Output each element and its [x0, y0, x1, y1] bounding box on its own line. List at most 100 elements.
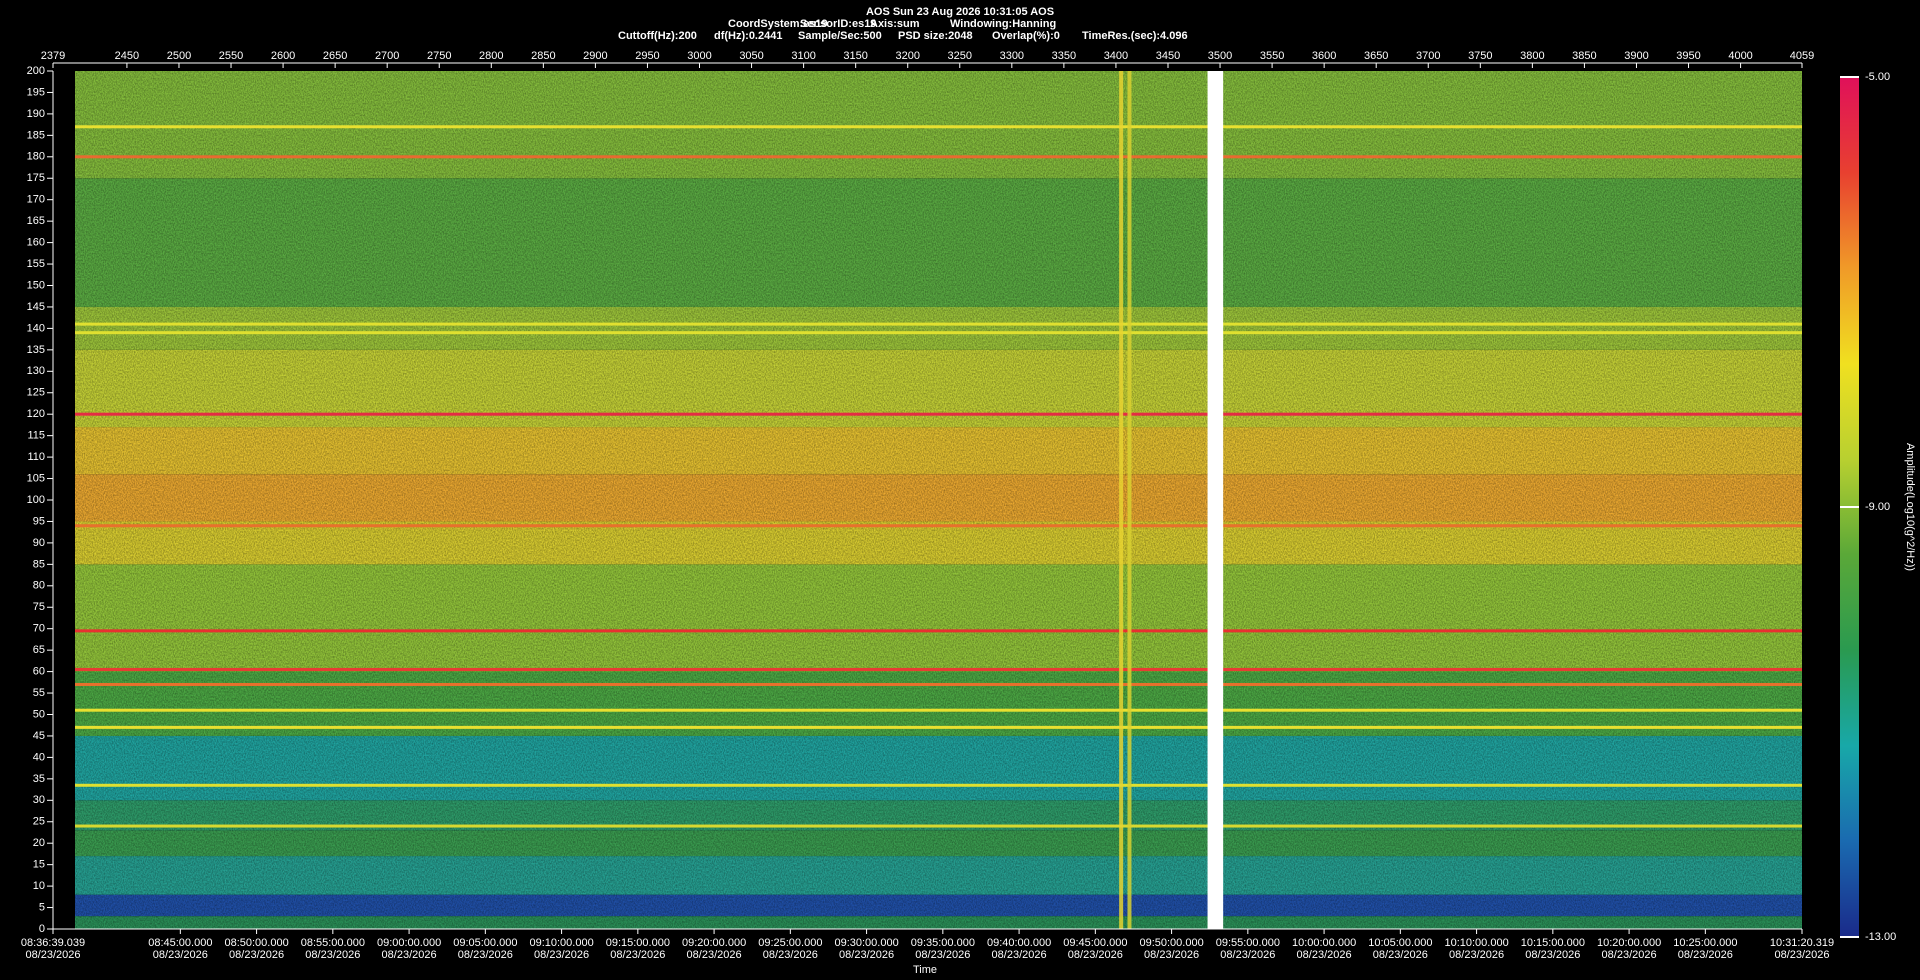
y-tick-label: 55	[33, 687, 45, 699]
x-tick-label: 3350	[1052, 50, 1076, 62]
y-tick-label: 145	[27, 301, 45, 313]
y-tick-label: 140	[27, 322, 45, 334]
x-tick-label: 2850	[531, 50, 555, 62]
y-tick-label: 105	[27, 472, 45, 484]
time-tick-date: 08/23/2026	[763, 949, 818, 961]
time-tick-label: 09:35:00.000	[911, 937, 975, 949]
time-tick-date: 08/23/2026	[1449, 949, 1504, 961]
y-tick-label: 5	[39, 901, 45, 913]
time-tick-label: 10:10:00.000	[1444, 937, 1508, 949]
x-tick-label: 3000	[687, 50, 711, 62]
x-tick-label: 3200	[895, 50, 919, 62]
vertical-event	[1127, 71, 1132, 929]
frequency-line	[75, 125, 1802, 129]
time-tick-date: 08/23/2026	[1373, 949, 1428, 961]
time-tick-date: 08/23/2026	[534, 949, 589, 961]
colorbar-tick-label: -13.00	[1865, 931, 1896, 943]
time-tick-label: 10:31:20.319	[1770, 937, 1834, 949]
time-tick-date: 08/23/2026	[1144, 949, 1199, 961]
y-tick-label: 60	[33, 666, 45, 678]
time-tick-date: 08/23/2026	[1220, 949, 1275, 961]
time-tick-date: 08/23/2026	[1068, 949, 1123, 961]
time-tick-date: 08/23/2026	[1602, 949, 1657, 961]
x-tick-label: 3850	[1572, 50, 1596, 62]
x-tick-label: 3500	[1208, 50, 1232, 62]
x-tick-label: 3950	[1676, 50, 1700, 62]
time-tick-date: 08/23/2026	[25, 949, 80, 961]
time-tick-date: 08/23/2026	[915, 949, 970, 961]
plot-area	[75, 71, 1802, 929]
subtitle-item: Axis:sum	[870, 18, 920, 30]
info-item: TimeRes.(sec):4.096	[1082, 30, 1188, 42]
x-tick-label: 2379	[41, 50, 65, 62]
y-tick-label: 110	[27, 451, 45, 463]
y-tick-label: 30	[33, 794, 45, 806]
y-tick-label: 90	[33, 537, 45, 549]
y-tick-label: 155	[27, 258, 45, 270]
time-tick-date: 08/23/2026	[458, 949, 513, 961]
y-tick-label: 0	[39, 923, 45, 935]
time-tick-label: 08:36:39.039	[21, 937, 85, 949]
time-tick-label: 09:45:00.000	[1063, 937, 1127, 949]
y-tick-label: 95	[33, 515, 45, 527]
info-item: Overlap(%):0	[992, 30, 1060, 42]
chart-title: AOS Sun 23 Aug 2026 10:31:05 AOS	[866, 6, 1054, 18]
data-gap	[1207, 71, 1224, 929]
y-tick-label: 85	[33, 558, 45, 570]
y-tick-label: 35	[33, 773, 45, 785]
time-tick-date: 08/23/2026	[992, 949, 1047, 961]
frequency-line	[75, 824, 1802, 828]
x-tick-label: 3600	[1312, 50, 1336, 62]
time-tick-date: 08/23/2026	[1678, 949, 1733, 961]
x-tick-label: 3250	[948, 50, 972, 62]
time-tick-label: 09:20:00.000	[682, 937, 746, 949]
time-tick-date: 08/23/2026	[382, 949, 437, 961]
y-tick-label: 160	[27, 237, 45, 249]
y-tick-label: 170	[27, 194, 45, 206]
x-tick-label: 3550	[1260, 50, 1284, 62]
y-tick-label: 115	[27, 430, 45, 442]
x-tick-label: 2700	[375, 50, 399, 62]
x-tick-label: 3750	[1468, 50, 1492, 62]
y-tick-label: 65	[33, 644, 45, 656]
time-tick-label: 09:50:00.000	[1139, 937, 1203, 949]
time-tick-label: 09:25:00.000	[758, 937, 822, 949]
frequency-line	[75, 524, 1802, 528]
x-tick-label: 2750	[427, 50, 451, 62]
colorbar-tick-label: -5.00	[1865, 71, 1890, 83]
colorbar-title: Amplitude(Log10(g^2/Hz))	[1904, 443, 1916, 571]
time-tick-date: 08/23/2026	[1774, 949, 1829, 961]
frequency-line	[75, 667, 1802, 671]
subtitle-item: CoordSystem:es19	[728, 18, 828, 30]
info-item: Sample/Sec:500	[798, 30, 882, 42]
y-tick-label: 200	[27, 65, 45, 77]
time-tick-date: 08/23/2026	[229, 949, 284, 961]
y-tick-label: 15	[33, 859, 45, 871]
time-tick-label: 08:45:00.000	[148, 937, 212, 949]
x-tick-label: 4000	[1728, 50, 1752, 62]
x-tick-label: 3150	[843, 50, 867, 62]
x-tick-label: 3800	[1520, 50, 1544, 62]
x-tick-label: 4059	[1790, 50, 1814, 62]
time-tick-label: 10:25:00.000	[1673, 937, 1737, 949]
frequency-line	[75, 708, 1802, 712]
frequency-line	[75, 783, 1802, 787]
frequency-line	[75, 682, 1802, 686]
time-tick-label: 10:15:00.000	[1521, 937, 1585, 949]
time-tick-date: 08/23/2026	[1525, 949, 1580, 961]
time-tick-label: 09:00:00.000	[377, 937, 441, 949]
time-tick-label: 09:10:00.000	[529, 937, 593, 949]
y-tick-label: 50	[33, 708, 45, 720]
time-tick-label: 08:50:00.000	[224, 937, 288, 949]
time-tick-label: 10:00:00.000	[1292, 937, 1356, 949]
frequency-line	[75, 155, 1802, 159]
subtitle-item: SensorID:es19	[800, 18, 876, 30]
x-axis-title: Time	[913, 964, 937, 976]
time-tick-date: 08/23/2026	[610, 949, 665, 961]
time-tick-label: 09:05:00.000	[453, 937, 517, 949]
x-tick-label: 2800	[479, 50, 503, 62]
frequency-line	[75, 412, 1802, 416]
x-tick-label: 2550	[219, 50, 243, 62]
